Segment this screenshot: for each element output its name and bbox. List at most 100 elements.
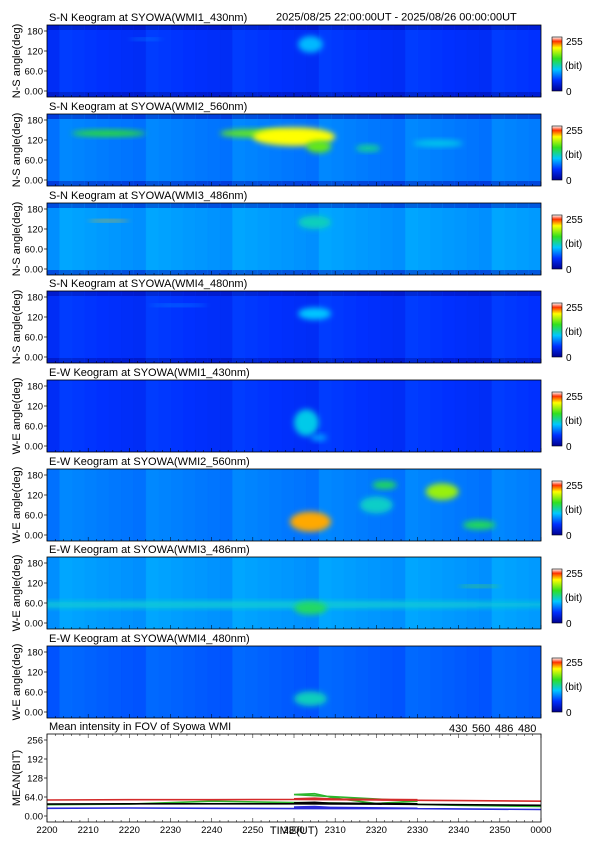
heatmap-stripe bbox=[158, 646, 171, 718]
heatmap-stripe bbox=[454, 25, 468, 97]
heatmap-stripe bbox=[405, 203, 418, 275]
heatmap-stripe bbox=[269, 646, 283, 718]
heatmap-stripe bbox=[207, 25, 221, 97]
heatmap-stripe bbox=[355, 380, 369, 452]
heatmap-stripe bbox=[182, 291, 196, 363]
colorbar-gradient bbox=[551, 302, 563, 358]
heatmap-stripe bbox=[207, 646, 221, 718]
panel-title: S-N Keogram at SYOWA(WMI3_486nm) bbox=[49, 190, 247, 202]
heatmap-stripe bbox=[380, 25, 394, 97]
heatmap bbox=[47, 380, 541, 452]
heatmap-stripe bbox=[182, 557, 196, 629]
heatmap-stripe bbox=[256, 380, 270, 452]
heatmap-stripe bbox=[528, 646, 541, 718]
heatmap-stripe bbox=[232, 469, 246, 541]
heatmap-stripe bbox=[479, 380, 493, 452]
heatmap-stripe bbox=[479, 114, 493, 186]
heatmap-stripe bbox=[479, 646, 493, 718]
heatmap-stripe bbox=[392, 25, 406, 97]
panel-title: E-W Keogram at SYOWA(WMI1_430nm) bbox=[49, 367, 250, 379]
heatmap-stripe bbox=[170, 114, 184, 186]
heatmap-stripe bbox=[429, 114, 443, 186]
heatmap-stripe bbox=[84, 291, 97, 363]
heatmap bbox=[47, 557, 541, 629]
y-tick-label: 60.0 bbox=[25, 156, 44, 167]
heatmap-stripe bbox=[503, 557, 517, 629]
heatmap-stripe bbox=[417, 291, 431, 363]
heatmap-feature bbox=[294, 691, 327, 707]
heatmap-stripe bbox=[294, 114, 307, 186]
y-tick-label: 120 bbox=[27, 668, 43, 679]
heatmap-stripe bbox=[528, 114, 541, 186]
heatmap-stripe bbox=[405, 469, 418, 541]
heatmap-stripe bbox=[516, 25, 530, 97]
heatmap-stripe bbox=[195, 203, 209, 275]
colorbar-gradient bbox=[551, 657, 563, 713]
y-tick-label: 120 bbox=[27, 225, 43, 236]
heatmap-stripe bbox=[442, 469, 456, 541]
heatmap-stripe bbox=[96, 114, 110, 186]
heatmap-stripe bbox=[269, 291, 283, 363]
heatmap-stripe bbox=[84, 25, 97, 97]
heatmap-stripe bbox=[343, 380, 357, 452]
heatmap-stripe bbox=[368, 646, 381, 718]
y-tick-label: 120 bbox=[27, 402, 43, 413]
heatmap-stripe bbox=[158, 557, 171, 629]
heatmap-stripe bbox=[491, 380, 505, 452]
heatmap-stripe bbox=[306, 291, 320, 363]
heatmap-stripe bbox=[318, 380, 332, 452]
heatmap-stripe bbox=[47, 469, 60, 541]
heatmap-stripe bbox=[466, 557, 480, 629]
heatmap-stripe bbox=[380, 291, 394, 363]
x-tick-label: 2350 bbox=[489, 825, 510, 836]
heatmap-stripe bbox=[71, 646, 85, 718]
heatmap-stripe bbox=[71, 291, 85, 363]
heatmap-cells bbox=[47, 380, 541, 452]
heatmap-stripe bbox=[306, 646, 320, 718]
heatmap-stripe bbox=[108, 203, 122, 275]
heatmap-stripe bbox=[182, 380, 196, 452]
legend-entry-486: 486 bbox=[495, 723, 513, 735]
heatmap-stripe bbox=[195, 25, 209, 97]
heatmap-stripe bbox=[281, 114, 295, 186]
heatmap-cells bbox=[47, 469, 541, 541]
heatmap bbox=[47, 25, 541, 97]
heatmap-stripe bbox=[417, 469, 431, 541]
heatmap-feature bbox=[298, 307, 332, 320]
heatmap-feature bbox=[458, 585, 500, 588]
heatmap-stripe bbox=[133, 557, 147, 629]
header-time-range: 2025/08/25 22:00:00UT - 2025/08/26 00:00… bbox=[276, 12, 517, 24]
heatmap-stripe bbox=[133, 203, 147, 275]
heatmap-stripe bbox=[59, 114, 73, 186]
heatmap-stripe bbox=[244, 557, 258, 629]
heatmap-stripe bbox=[96, 646, 110, 718]
heatmap-stripe bbox=[528, 469, 541, 541]
heatmap-stripe bbox=[244, 380, 258, 452]
heatmap-stripe bbox=[207, 291, 221, 363]
y-tick-label: 192 bbox=[27, 755, 43, 766]
y-axis-label: W-E angle(deg) bbox=[11, 467, 23, 544]
heatmap-stripe bbox=[503, 646, 517, 718]
heatmap-stripe bbox=[479, 291, 493, 363]
heatmap-stripe bbox=[47, 114, 60, 186]
colorbar-unit-label: (bit) bbox=[565, 61, 582, 72]
heatmap-stripe bbox=[466, 469, 480, 541]
heatmap-stripe bbox=[256, 646, 270, 718]
heatmap-stripe bbox=[405, 557, 418, 629]
heatmap-stripe bbox=[170, 25, 184, 97]
colorbar-min-label: 0 bbox=[566, 531, 572, 542]
x-axis-label: TIME(UT) bbox=[270, 825, 318, 837]
heatmap-stripe bbox=[96, 557, 110, 629]
heatmap-stripe bbox=[503, 114, 517, 186]
heatmap-stripe bbox=[219, 114, 233, 186]
heatmap-stripe bbox=[442, 646, 456, 718]
heatmap-stripe bbox=[503, 469, 517, 541]
heatmap-stripe bbox=[219, 469, 233, 541]
heatmap-stripe bbox=[158, 25, 171, 97]
heatmap-feature bbox=[359, 496, 393, 514]
heatmap-stripe bbox=[454, 203, 468, 275]
heatmap-stripe bbox=[503, 25, 517, 97]
series-line-480 bbox=[46, 801, 542, 807]
heatmap-stripe bbox=[182, 25, 196, 97]
panel-title: S-N Keogram at SYOWA(WMI4_480nm) bbox=[49, 278, 247, 290]
